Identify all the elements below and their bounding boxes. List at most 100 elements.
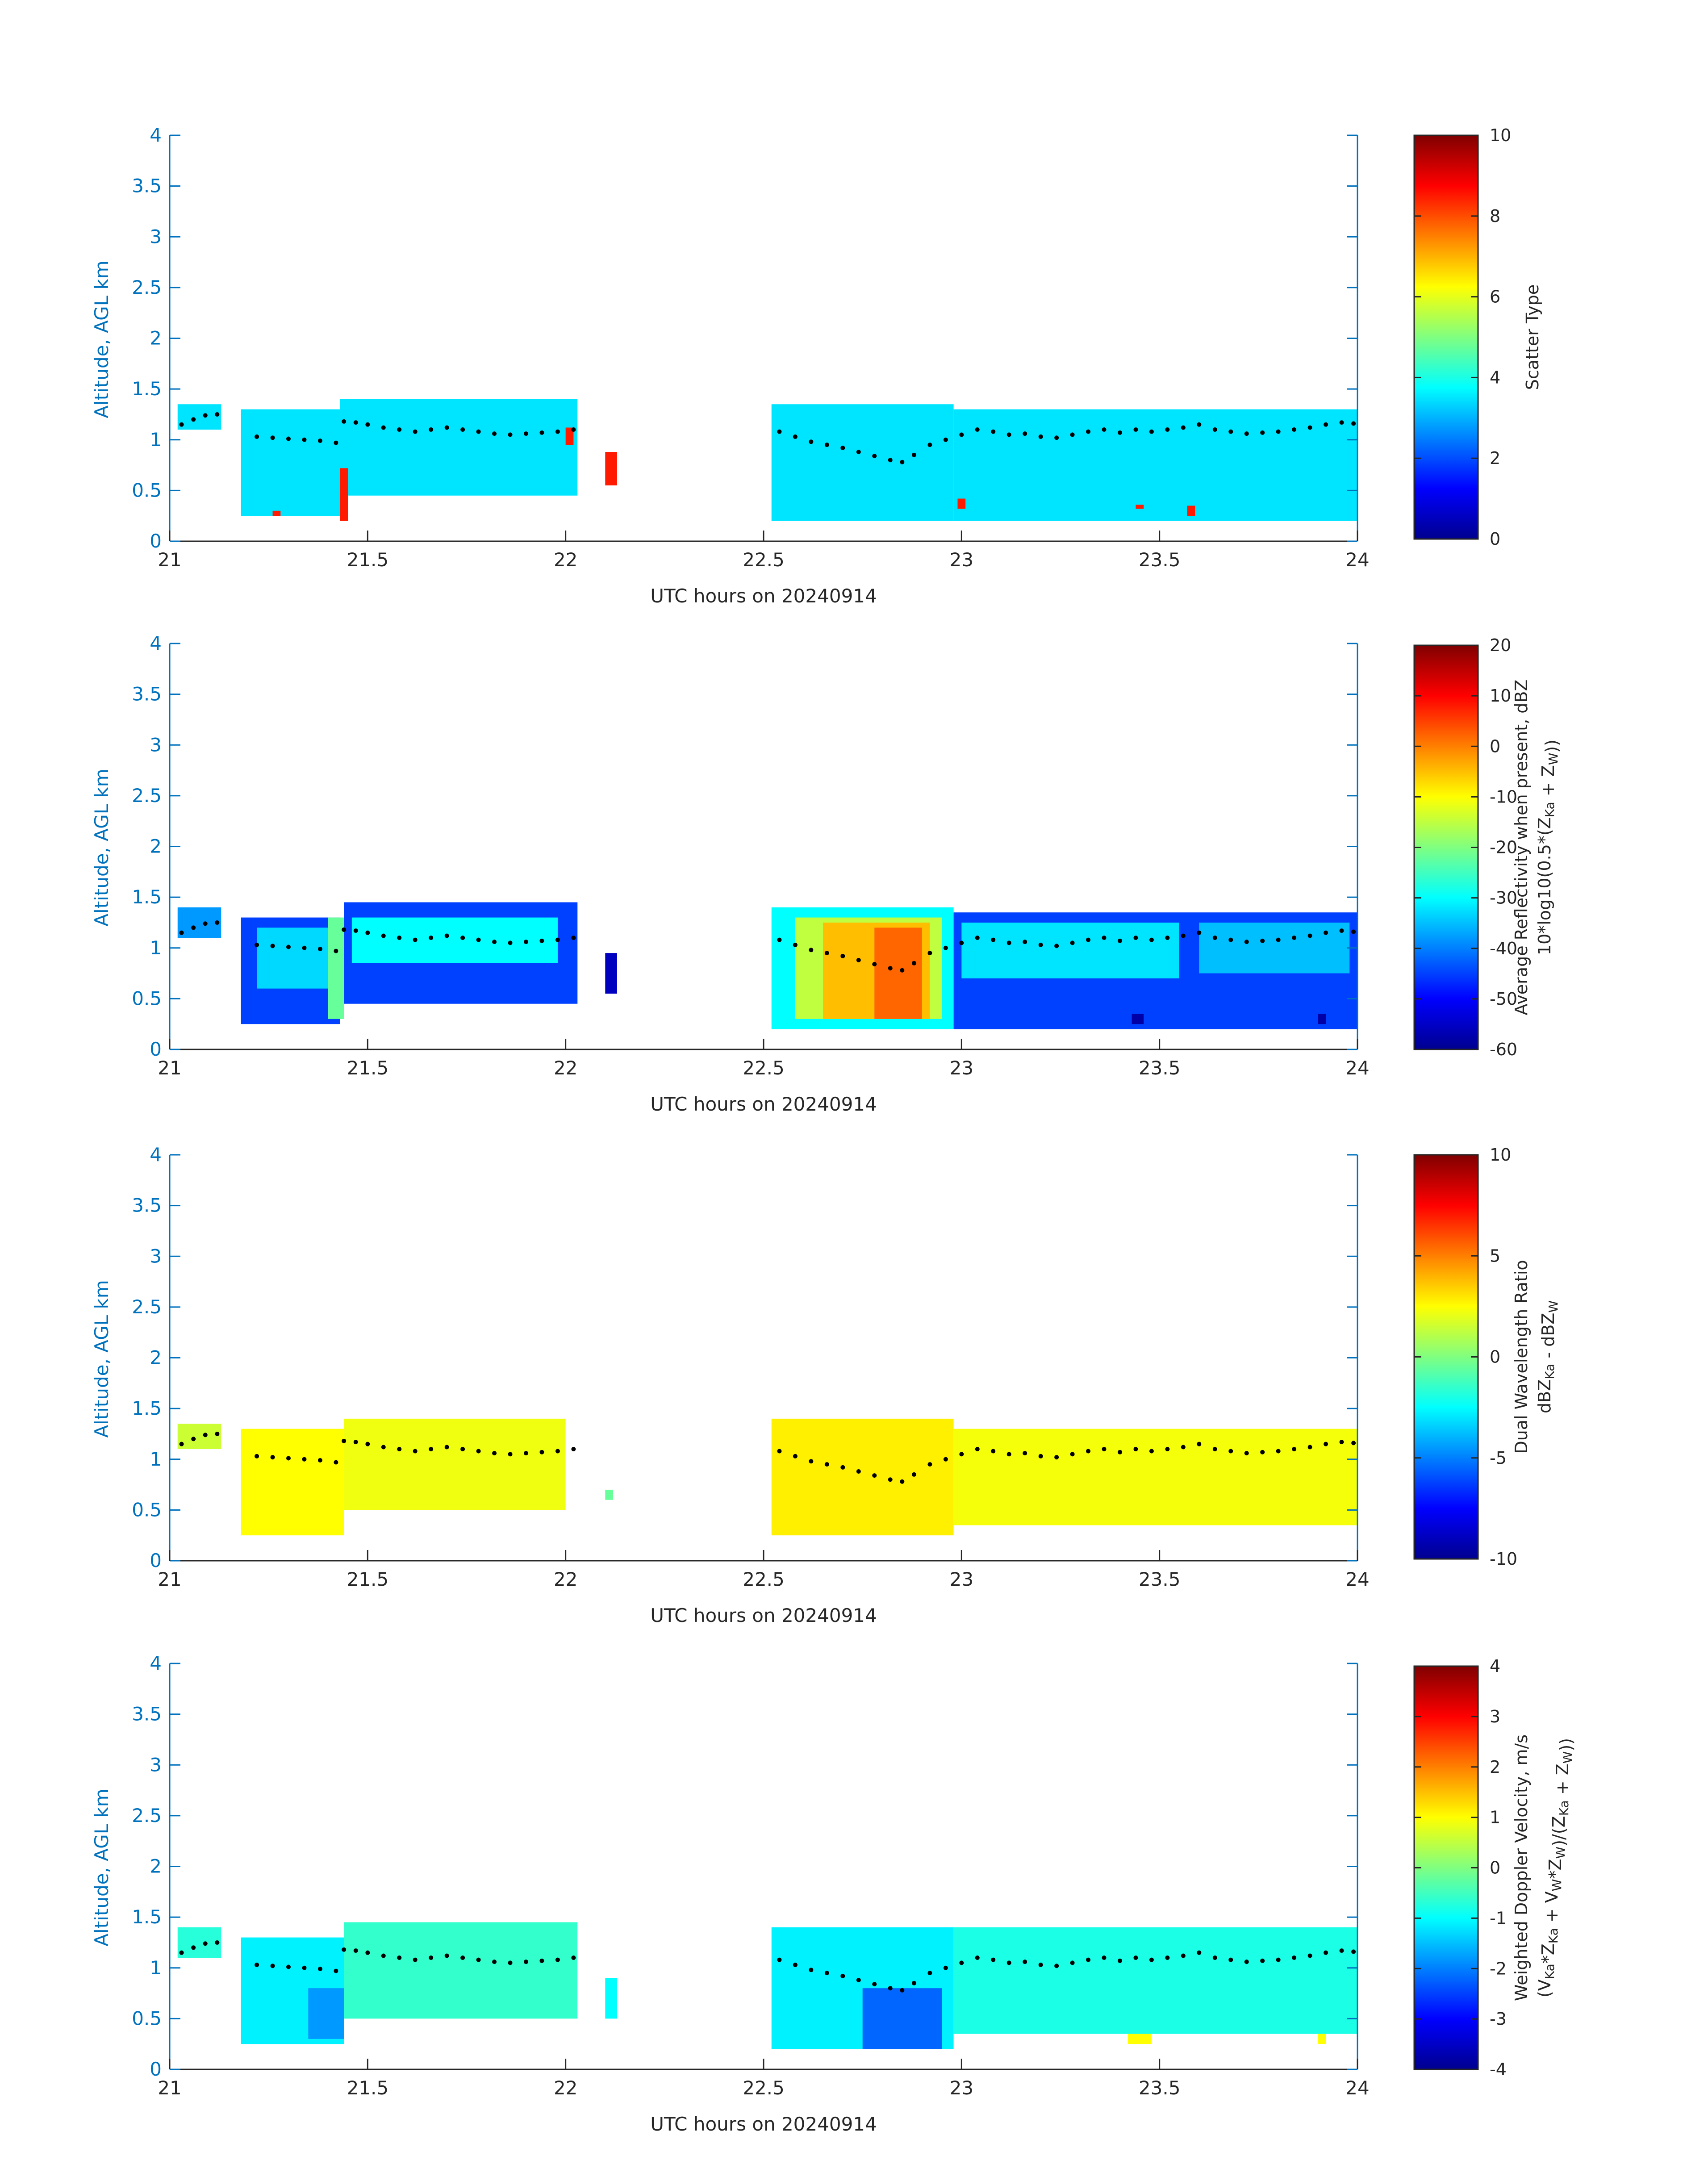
cloud-top-marker [1244, 1960, 1249, 1964]
x-tick-label: 22 [554, 549, 577, 571]
colorbar-tick-label: -10 [1490, 787, 1517, 806]
colorbar-tick-label: 10 [1490, 686, 1511, 706]
cloud-top-marker [872, 1473, 877, 1478]
colorbar-tick-label: 20 [1490, 635, 1511, 655]
cloud-top-marker [571, 427, 576, 432]
cloud-top-marker [1228, 937, 1233, 942]
y-tick-label: 2.5 [132, 1296, 162, 1318]
heatmap-cell [771, 404, 954, 521]
cloud-top-marker [1276, 1957, 1281, 1962]
cloud-top-marker [460, 427, 465, 432]
cloud-top-marker [353, 1440, 358, 1445]
colorbar-tick-label: -60 [1490, 1040, 1517, 1059]
cloud-top-marker [975, 1447, 980, 1452]
cloud-top-marker [900, 460, 905, 464]
cloud-top-marker [539, 1958, 544, 1963]
cloud-top-marker [1133, 427, 1138, 432]
cloud-top-marker [1165, 1447, 1170, 1452]
cloud-top-marker [1276, 937, 1281, 942]
colorbar-scale [1413, 644, 1479, 1050]
cloud-top-marker [302, 1965, 307, 1970]
colorbar-tick-label: 10 [1490, 125, 1511, 145]
cloud-top-marker [555, 1449, 560, 1454]
colorbar-tick-label: 6 [1490, 287, 1500, 307]
cloud-top-marker [840, 953, 845, 958]
y-tick-label: 3 [150, 1754, 162, 1776]
x-tick-label: 24 [1345, 1568, 1369, 1590]
y-tick-label: 0.5 [132, 987, 162, 1009]
heatmap-cell [344, 1418, 566, 1510]
cloud-top-marker [1023, 1451, 1027, 1456]
cloud-top-marker [286, 436, 291, 441]
x-tick-label: 21 [158, 1568, 181, 1590]
cloud-top-marker [959, 432, 964, 437]
cloud-top-marker [1149, 1449, 1154, 1454]
cloud-top-marker [1006, 940, 1011, 945]
cloud-top-marker [191, 417, 196, 422]
cloud-top-marker [429, 1447, 434, 1452]
x-tick-label: 21.5 [347, 1568, 389, 1590]
colorbar-scatter-type: 0 2 4 6 8 10 Scatter Type [1413, 125, 1542, 549]
y-axis-label: Altitude, AGL km [91, 769, 113, 926]
cloud-top-marker [927, 1462, 932, 1467]
cloud-top-marker [1307, 1445, 1312, 1450]
y-tick-label: 2.5 [132, 785, 162, 806]
cloud-top-marker [975, 936, 980, 940]
cloud-top-marker [1149, 429, 1154, 434]
cloud-top-marker [856, 958, 861, 963]
cloud-top-marker [317, 439, 322, 443]
cloud-top-marker [1197, 1950, 1202, 1955]
cloud-top-marker [1292, 1447, 1297, 1452]
cloud-top-marker [1149, 937, 1154, 942]
cloud-top-marker [1351, 421, 1356, 426]
cloud-top-marker [444, 933, 449, 938]
y-tick-label: 3.5 [132, 1703, 162, 1725]
cloud-top-marker [1006, 1452, 1011, 1457]
x-axis-label: UTC hours on 20240914 [650, 1605, 877, 1626]
cloud-top-marker [286, 1964, 291, 1969]
cloud-top-marker [809, 1459, 814, 1464]
heatmap-cell [1128, 2034, 1152, 2044]
cloud-top-marker [203, 921, 208, 926]
heatmap-cell [272, 510, 281, 516]
cloud-top-marker [856, 1469, 861, 1474]
colorbar-label: dBZKa - dBZW [1535, 1300, 1561, 1413]
cloud-top-marker [1339, 1948, 1344, 1953]
cloud-top-marker [1324, 422, 1328, 427]
cloud-top-marker [1086, 429, 1091, 434]
colorbar-tick-label: -10 [1490, 1549, 1517, 1569]
cloud-top-marker [476, 429, 481, 434]
cloud-top-marker [1212, 1956, 1217, 1960]
cloud-top-marker [872, 1982, 877, 1987]
cloud-top-marker [191, 1437, 196, 1442]
heatmap-cell [957, 498, 966, 509]
cloud-top-marker [1054, 1455, 1059, 1460]
colorbar-tick-label: 5 [1490, 1246, 1500, 1266]
x-tick-label: 21 [158, 549, 181, 571]
cloud-top-marker [927, 443, 932, 447]
x-tick-label: 23 [950, 549, 973, 571]
cloud-top-marker [856, 450, 861, 455]
y-axis-label: Altitude, AGL km [91, 260, 113, 418]
cloud-top-marker [397, 1956, 402, 1960]
y-tick-label: 2.5 [132, 1805, 162, 1826]
cloud-top-marker [888, 966, 893, 971]
cloud-top-marker [539, 1450, 544, 1454]
cloud-top-marker [1339, 420, 1344, 425]
heatmap-cell [605, 953, 617, 994]
cloud-top-marker [1244, 940, 1249, 944]
heatmap-cell [177, 1927, 221, 1958]
cloud-top-marker [1197, 930, 1202, 935]
y-tick-label: 2 [150, 1855, 162, 1877]
cloud-top-marker [1165, 936, 1170, 940]
x-tick-label: 22.5 [743, 549, 785, 571]
y-tick-label: 0.5 [132, 2007, 162, 2029]
colorbar-label: Scatter Type [1523, 284, 1542, 390]
cloud-top-marker [524, 1451, 528, 1456]
cloud-top-marker [911, 1981, 916, 1985]
cloud-top-marker [302, 1457, 307, 1462]
cloud-top-marker [840, 445, 845, 450]
cloud-top-marker [1351, 1949, 1356, 1954]
cloud-top-marker [888, 1986, 893, 1991]
cloud-top-marker [460, 936, 465, 940]
